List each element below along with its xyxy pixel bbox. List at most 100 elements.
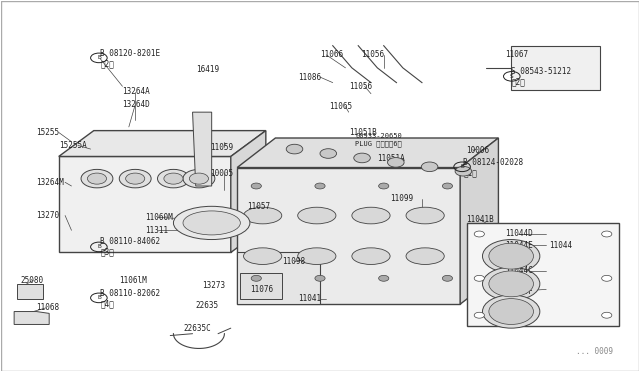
Text: 11066: 11066 [320, 51, 343, 60]
Circle shape [251, 183, 261, 189]
Circle shape [354, 153, 371, 163]
Text: B 08124-02028
（1）: B 08124-02028 （1） [463, 158, 524, 177]
Circle shape [442, 183, 452, 189]
Circle shape [251, 275, 261, 281]
Text: B: B [97, 244, 100, 249]
Circle shape [315, 183, 325, 189]
Circle shape [119, 169, 151, 188]
Text: 11044F: 11044F [505, 287, 532, 296]
Text: 13270: 13270 [36, 211, 60, 220]
Text: 25080: 25080 [20, 276, 44, 285]
Circle shape [489, 271, 534, 297]
Circle shape [421, 162, 438, 171]
Circle shape [315, 275, 325, 281]
Text: 00933-20650
PLUG プラグ（6）: 00933-20650 PLUG プラグ（6） [355, 133, 402, 147]
Circle shape [483, 295, 540, 328]
Text: B: B [460, 164, 464, 169]
Text: 13264D: 13264D [122, 100, 150, 109]
Text: 11056: 11056 [362, 51, 385, 60]
Circle shape [379, 183, 389, 189]
Polygon shape [17, 284, 43, 299]
Circle shape [81, 169, 113, 188]
Text: ... 0009: ... 0009 [576, 347, 613, 356]
Text: 11044C: 11044C [505, 266, 532, 275]
Circle shape [379, 275, 389, 281]
Text: 11041: 11041 [298, 294, 321, 303]
Polygon shape [237, 167, 460, 304]
Circle shape [388, 158, 404, 167]
Text: 11059: 11059 [211, 143, 234, 152]
Text: 16419: 16419 [196, 65, 219, 74]
Text: B 08120-8201E
（2）: B 08120-8201E （2） [100, 49, 160, 68]
Text: 11044: 11044 [549, 241, 573, 250]
Ellipse shape [173, 206, 250, 240]
Polygon shape [193, 112, 212, 186]
Circle shape [286, 144, 303, 154]
Circle shape [474, 312, 484, 318]
Text: S: S [510, 74, 514, 79]
Text: 11057: 11057 [246, 202, 270, 211]
Text: 11041B: 11041B [467, 215, 494, 224]
Circle shape [455, 166, 472, 176]
Ellipse shape [298, 207, 336, 224]
Text: 11060M: 11060M [145, 213, 173, 222]
Text: B: B [97, 295, 100, 300]
Text: 11311: 11311 [145, 226, 168, 235]
Text: 11076: 11076 [250, 285, 273, 294]
Circle shape [125, 173, 145, 184]
Text: 10006: 10006 [467, 147, 490, 155]
Ellipse shape [298, 248, 336, 264]
Polygon shape [460, 138, 499, 304]
Circle shape [483, 267, 540, 301]
Text: 15255A: 15255A [59, 141, 86, 150]
Text: 22635: 22635 [196, 301, 219, 311]
Text: 11044D: 11044D [505, 230, 532, 238]
Polygon shape [467, 223, 620, 326]
Circle shape [602, 312, 612, 318]
Circle shape [183, 169, 215, 188]
Circle shape [189, 173, 209, 184]
Circle shape [157, 169, 189, 188]
Text: 11065: 11065 [330, 102, 353, 111]
Polygon shape [59, 157, 231, 253]
Ellipse shape [183, 211, 241, 235]
Polygon shape [241, 273, 282, 299]
Circle shape [474, 231, 484, 237]
Circle shape [483, 240, 540, 273]
Text: 1106lM: 1106lM [119, 276, 147, 285]
Polygon shape [511, 46, 600, 90]
Text: 11051B: 11051B [349, 128, 376, 137]
Text: 11099: 11099 [390, 195, 413, 203]
Text: S 08543-51212
（2）: S 08543-51212 （2） [511, 67, 572, 87]
Ellipse shape [406, 248, 444, 264]
Polygon shape [59, 131, 266, 157]
Ellipse shape [244, 248, 282, 264]
Polygon shape [237, 138, 499, 167]
Text: 11086: 11086 [298, 73, 321, 81]
Text: 11051A: 11051A [378, 154, 405, 163]
Text: B 08110-82062
（4）: B 08110-82062 （4） [100, 289, 160, 308]
Polygon shape [237, 253, 320, 304]
Text: 15255: 15255 [36, 128, 60, 137]
Text: 22635C: 22635C [183, 324, 211, 333]
Circle shape [489, 299, 534, 324]
Ellipse shape [244, 207, 282, 224]
Text: 13273: 13273 [202, 281, 225, 290]
Text: B: B [97, 55, 100, 60]
Text: 13264M: 13264M [36, 178, 64, 187]
Ellipse shape [352, 248, 390, 264]
Circle shape [88, 173, 106, 184]
Circle shape [442, 275, 452, 281]
Polygon shape [14, 311, 49, 324]
Polygon shape [231, 131, 266, 253]
Circle shape [474, 275, 484, 281]
Text: 13264A: 13264A [122, 87, 150, 96]
Text: 11067: 11067 [505, 51, 528, 60]
Circle shape [489, 243, 534, 269]
Text: 11098: 11098 [282, 257, 305, 266]
Circle shape [602, 275, 612, 281]
Text: 11068: 11068 [36, 303, 60, 312]
Ellipse shape [352, 207, 390, 224]
Circle shape [320, 149, 337, 158]
Text: 11044E: 11044E [505, 241, 532, 250]
